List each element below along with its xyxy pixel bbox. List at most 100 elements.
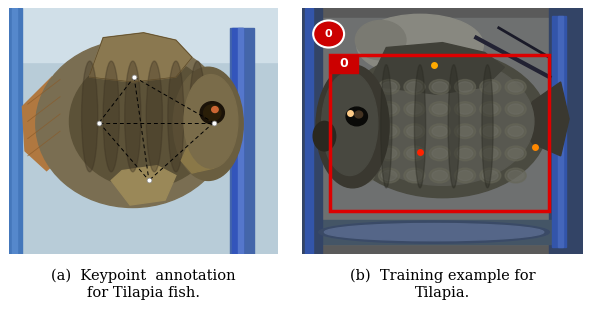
Ellipse shape	[357, 14, 483, 76]
Bar	[230, 28, 254, 254]
Ellipse shape	[324, 224, 543, 241]
Text: 0: 0	[340, 57, 349, 70]
Ellipse shape	[404, 80, 425, 94]
Ellipse shape	[381, 104, 397, 114]
Ellipse shape	[480, 146, 501, 161]
Circle shape	[204, 105, 221, 121]
Ellipse shape	[432, 170, 448, 181]
Ellipse shape	[407, 126, 422, 136]
Ellipse shape	[505, 124, 526, 139]
Ellipse shape	[482, 82, 498, 92]
Ellipse shape	[353, 168, 374, 183]
Ellipse shape	[480, 124, 501, 139]
Bar	[9, 8, 22, 254]
Bar	[552, 16, 567, 247]
Ellipse shape	[378, 124, 400, 139]
Circle shape	[355, 111, 363, 118]
Bar	[73, 67, 176, 161]
Ellipse shape	[313, 121, 336, 151]
Ellipse shape	[146, 61, 162, 172]
Ellipse shape	[482, 104, 498, 114]
Ellipse shape	[356, 170, 372, 181]
Ellipse shape	[125, 61, 141, 172]
Ellipse shape	[508, 170, 523, 181]
Ellipse shape	[319, 221, 549, 243]
Ellipse shape	[353, 102, 374, 116]
Ellipse shape	[448, 65, 459, 188]
Ellipse shape	[356, 126, 372, 136]
Ellipse shape	[407, 104, 422, 114]
Circle shape	[346, 107, 368, 126]
Ellipse shape	[378, 102, 400, 116]
Ellipse shape	[457, 104, 473, 114]
Ellipse shape	[356, 148, 372, 158]
Ellipse shape	[429, 146, 451, 161]
Ellipse shape	[407, 148, 422, 158]
Ellipse shape	[508, 82, 523, 92]
Ellipse shape	[381, 126, 397, 136]
Ellipse shape	[351, 57, 534, 185]
Text: (b)  Training example for
Tilapia.: (b) Training example for Tilapia.	[350, 269, 535, 300]
Bar	[238, 28, 243, 254]
Ellipse shape	[69, 55, 218, 188]
Ellipse shape	[189, 61, 205, 172]
Ellipse shape	[432, 126, 448, 136]
Bar	[313, 18, 561, 244]
Bar	[330, 55, 358, 73]
Ellipse shape	[82, 61, 98, 172]
Ellipse shape	[353, 124, 374, 139]
Ellipse shape	[432, 82, 448, 92]
Polygon shape	[522, 82, 569, 156]
Ellipse shape	[505, 146, 526, 161]
Ellipse shape	[356, 82, 372, 92]
Ellipse shape	[455, 168, 475, 183]
Ellipse shape	[404, 124, 425, 139]
Ellipse shape	[353, 80, 374, 94]
Ellipse shape	[321, 72, 378, 175]
Ellipse shape	[381, 170, 397, 181]
Ellipse shape	[480, 168, 501, 183]
Ellipse shape	[404, 102, 425, 116]
Bar	[313, 220, 552, 244]
Ellipse shape	[429, 124, 451, 139]
Ellipse shape	[378, 80, 400, 94]
Ellipse shape	[429, 102, 451, 116]
Bar	[9, 8, 278, 62]
Polygon shape	[22, 77, 68, 170]
Ellipse shape	[381, 82, 397, 92]
Ellipse shape	[457, 170, 473, 181]
Polygon shape	[111, 166, 176, 205]
Ellipse shape	[505, 168, 526, 183]
Ellipse shape	[482, 148, 498, 158]
Polygon shape	[372, 43, 504, 94]
Bar	[302, 8, 321, 254]
Ellipse shape	[316, 65, 389, 188]
Ellipse shape	[381, 148, 397, 158]
Ellipse shape	[337, 50, 548, 198]
Ellipse shape	[429, 168, 451, 183]
Text: 0: 0	[325, 29, 333, 39]
Ellipse shape	[429, 80, 451, 94]
Ellipse shape	[457, 148, 473, 158]
Ellipse shape	[505, 102, 526, 116]
Ellipse shape	[173, 67, 243, 181]
Ellipse shape	[457, 126, 473, 136]
Bar	[330, 55, 549, 211]
Polygon shape	[181, 126, 224, 173]
Polygon shape	[90, 33, 192, 82]
Ellipse shape	[482, 65, 493, 188]
Ellipse shape	[455, 124, 475, 139]
Ellipse shape	[508, 148, 523, 158]
Ellipse shape	[455, 80, 475, 94]
Text: (a)  Keypoint  annotation
for Tilapia fish.: (a) Keypoint annotation for Tilapia fish…	[52, 269, 236, 300]
Ellipse shape	[508, 104, 523, 114]
Ellipse shape	[184, 75, 238, 168]
Bar	[79, 72, 170, 156]
Ellipse shape	[381, 65, 392, 188]
Ellipse shape	[508, 126, 523, 136]
Ellipse shape	[378, 146, 400, 161]
Ellipse shape	[378, 168, 400, 183]
Ellipse shape	[482, 126, 498, 136]
Bar	[233, 28, 243, 254]
Bar	[305, 8, 313, 254]
